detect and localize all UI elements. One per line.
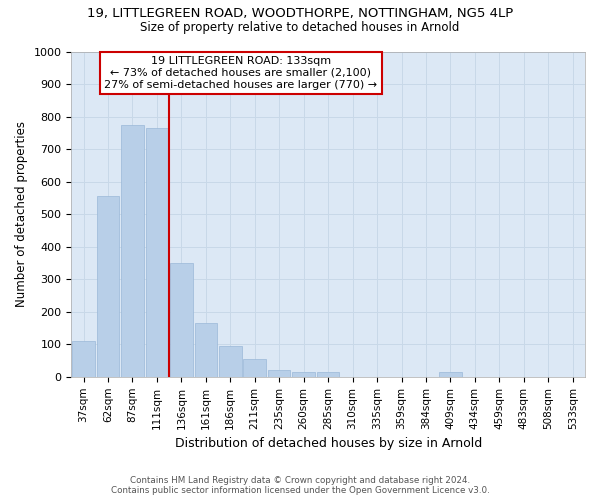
Text: 19, LITTLEGREEN ROAD, WOODTHORPE, NOTTINGHAM, NG5 4LP: 19, LITTLEGREEN ROAD, WOODTHORPE, NOTTIN… [87,8,513,20]
X-axis label: Distribution of detached houses by size in Arnold: Distribution of detached houses by size … [175,437,482,450]
Bar [170,263,193,377]
Bar [439,372,462,377]
Bar [97,196,119,377]
Bar [146,128,168,377]
Text: 19 LITTLEGREEN ROAD: 133sqm
← 73% of detached houses are smaller (2,100)
27% of : 19 LITTLEGREEN ROAD: 133sqm ← 73% of det… [104,56,377,90]
Text: Contains HM Land Registry data © Crown copyright and database right 2024.
Contai: Contains HM Land Registry data © Crown c… [110,476,490,495]
Bar [219,346,242,377]
Bar [268,370,290,377]
Bar [317,372,340,377]
Text: Size of property relative to detached houses in Arnold: Size of property relative to detached ho… [140,21,460,34]
Bar [72,341,95,377]
Y-axis label: Number of detached properties: Number of detached properties [15,121,28,307]
Bar [194,323,217,377]
Bar [244,359,266,377]
Bar [121,124,143,377]
Bar [292,372,315,377]
